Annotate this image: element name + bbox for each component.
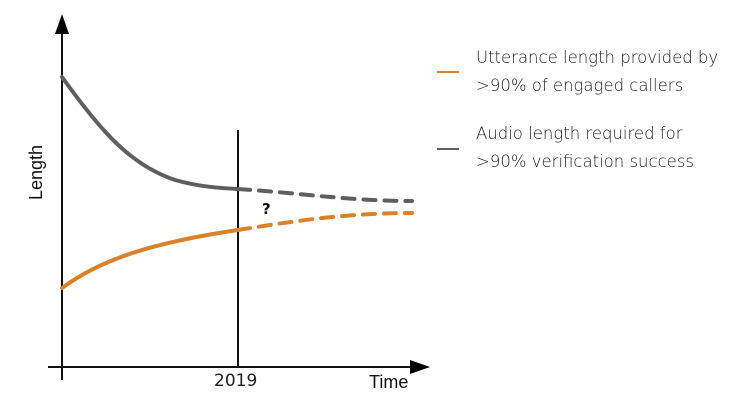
gap-question-mark: ? [262, 200, 271, 218]
x-axis-label: Time [369, 372, 409, 392]
y-axis-arrow-icon [55, 14, 69, 34]
legend-label-audio: Audio length required for >90% verificat… [476, 124, 694, 171]
series-utterance-length-projection [236, 211, 414, 232]
series-audio-length-projection [236, 187, 414, 203]
series-utterance-length-solid [60, 228, 240, 290]
x-axis-arrow-icon [410, 360, 430, 374]
legend-swatch-gray-icon [437, 148, 459, 150]
legend-swatch-orange-icon [437, 71, 459, 73]
legend-label-utterance: Utterance length provided by >90% of eng… [476, 48, 719, 95]
series-audio-length-solid [60, 75, 240, 191]
x-tick-2019: 2019 [214, 371, 258, 391]
y-axis-label: Length [26, 144, 46, 200]
